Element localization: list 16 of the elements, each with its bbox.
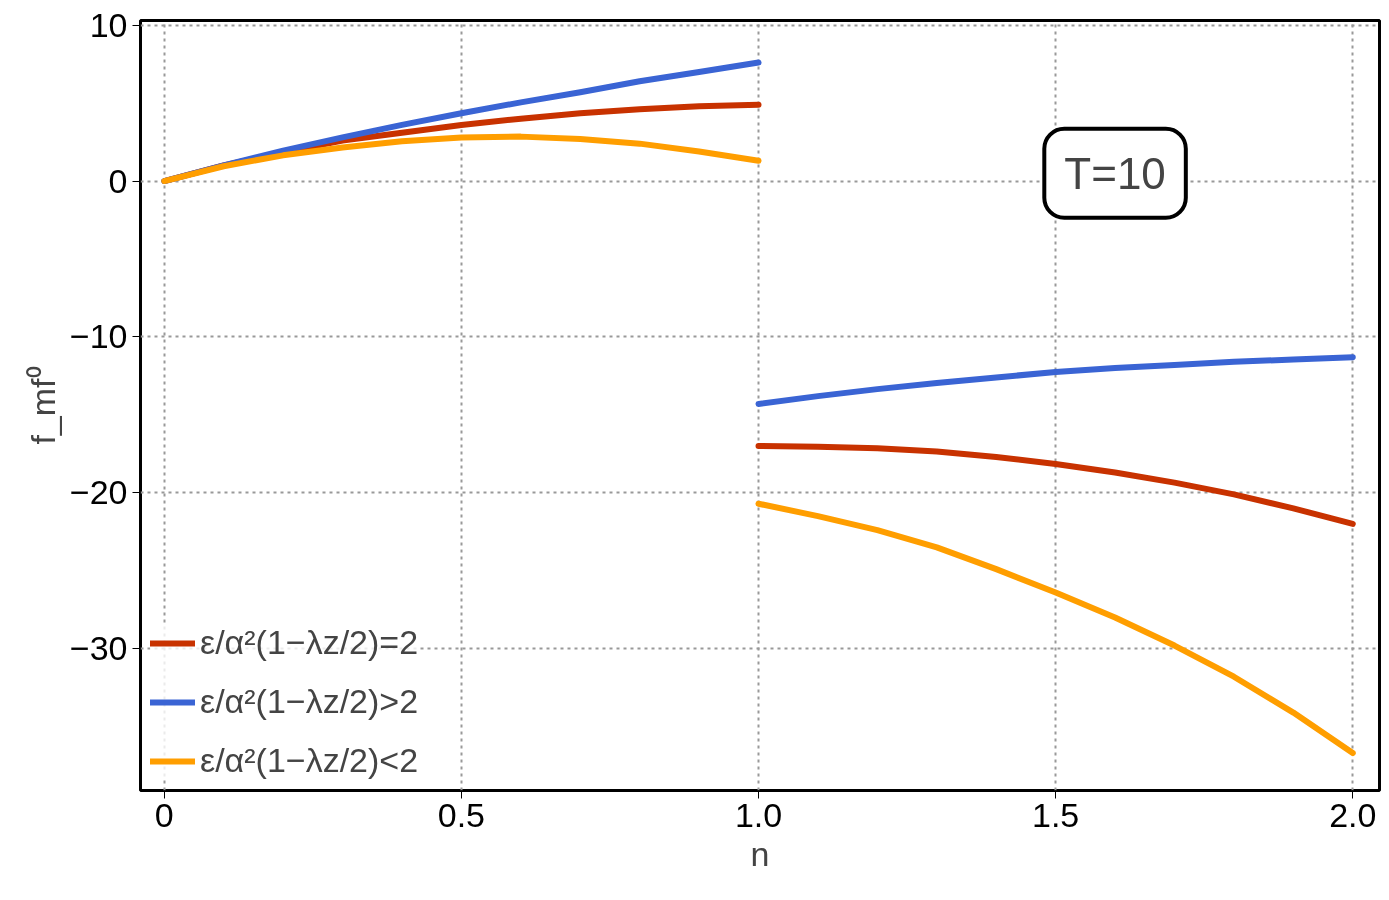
y-tick-label: 0	[108, 161, 128, 200]
legend-label: ε/α²(1−λz/2)<2	[200, 741, 419, 780]
y-tick-label: −20	[69, 473, 128, 512]
legend-label: ε/α²(1−λz/2)=2	[200, 623, 419, 662]
y-tick-label: −30	[69, 629, 128, 668]
x-tick-label: 0.5	[437, 795, 486, 834]
legend-label: ε/α²(1−λz/2)>2	[200, 682, 419, 721]
y-axis-title: f_mf⁰	[23, 366, 62, 445]
x-tick-label: 0	[154, 795, 174, 834]
x-tick-label: 1.5	[1032, 795, 1080, 834]
x-axis-title: n	[750, 834, 770, 873]
y-tick-label: −10	[69, 317, 128, 356]
annotation: T=10	[1064, 148, 1166, 198]
y-tick-label: 10	[89, 5, 128, 44]
x-tick-label: 2.0	[1329, 795, 1377, 834]
x-tick-label: 1.0	[734, 795, 783, 834]
